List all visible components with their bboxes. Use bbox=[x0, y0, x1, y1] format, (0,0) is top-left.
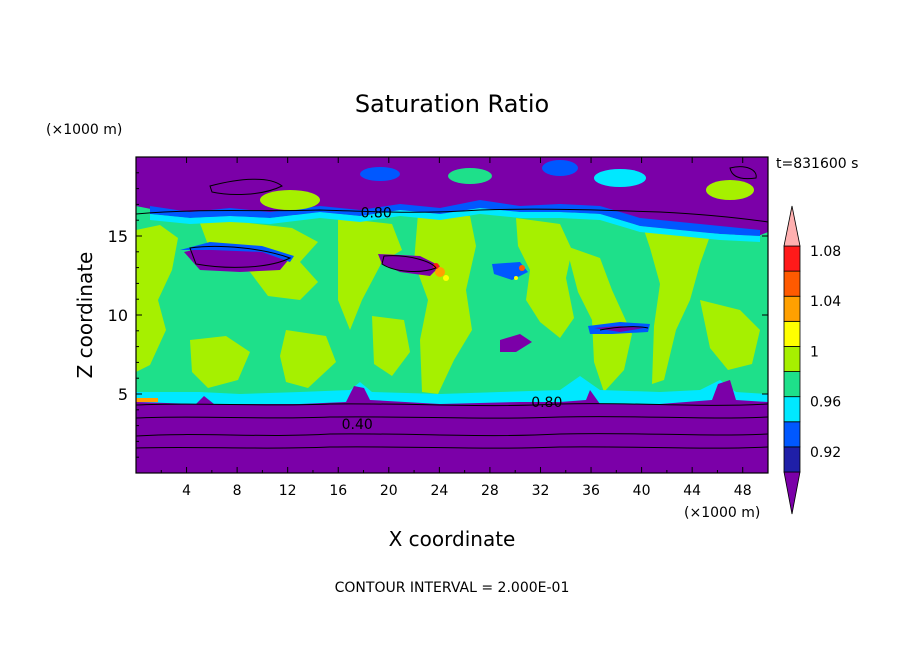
colorbar-label: 0.96 bbox=[810, 395, 841, 411]
contour-label: 0.80 bbox=[531, 395, 562, 411]
contour-labels: 0.80 0.80 0.40 bbox=[342, 205, 563, 433]
upper-layer-transition bbox=[150, 160, 760, 242]
y-tick-label: 10 bbox=[108, 306, 128, 325]
colorbar: 1.08 1.04 1 0.96 0.92 bbox=[783, 205, 841, 515]
x-tick-label: 44 bbox=[683, 483, 701, 499]
colorbar-segment bbox=[783, 421, 801, 448]
x-tick-label: 16 bbox=[329, 483, 347, 499]
lower-dry-layer bbox=[136, 380, 768, 473]
colorbar-min-arrow bbox=[783, 471, 801, 515]
y-tick-label: 5 bbox=[118, 385, 128, 404]
y-unit-label: (×1000 m) bbox=[46, 122, 122, 138]
x-axis-label: X coordinate bbox=[389, 527, 516, 551]
colorbar-segment bbox=[783, 346, 801, 372]
x-tick-label: 28 bbox=[481, 483, 499, 499]
plot-area: 0.80 0.80 0.40 bbox=[136, 157, 768, 473]
x-tick-label: 36 bbox=[582, 483, 600, 499]
colorbar-segment bbox=[783, 446, 801, 473]
x-tick-label: 40 bbox=[633, 483, 651, 499]
x-tick-label: 4 bbox=[182, 483, 191, 499]
x-tick-label: 32 bbox=[532, 483, 550, 499]
x-tick-label: 12 bbox=[279, 483, 297, 499]
chart-title: Saturation Ratio bbox=[355, 90, 549, 118]
x-tick-label: 20 bbox=[380, 483, 398, 499]
orange-edge bbox=[136, 398, 158, 402]
colorbar-label: 1.08 bbox=[810, 244, 841, 260]
contour-interval-footer: CONTOUR INTERVAL = 2.000E-01 bbox=[335, 580, 570, 596]
x-unit-label: (×1000 m) bbox=[684, 505, 760, 521]
colorbar-label: 1.04 bbox=[810, 294, 841, 310]
contour-label: 0.40 bbox=[342, 417, 373, 433]
lower-transition bbox=[136, 376, 768, 404]
supersaturation-spots bbox=[433, 263, 525, 281]
y-tick-label: 15 bbox=[108, 227, 128, 246]
colorbar-segment bbox=[783, 295, 801, 322]
colorbar-segment bbox=[783, 245, 801, 272]
time-label: t=831600 s bbox=[776, 156, 858, 172]
colorbar-label: 1 bbox=[810, 344, 819, 360]
x-tick-label: 24 bbox=[430, 483, 448, 499]
x-axis-ticks: 4 8 12 16 20 24 28 32 36 40 44 48 bbox=[160, 157, 752, 499]
colorbar-max-arrow bbox=[783, 205, 801, 247]
x-tick-label: 8 bbox=[233, 483, 242, 499]
contour-lines bbox=[136, 166, 768, 449]
y-axis-label: Z coordinate bbox=[73, 252, 97, 379]
colorbar-segment bbox=[783, 371, 801, 398]
colorbar-label: 0.92 bbox=[810, 445, 841, 461]
x-tick-label: 48 bbox=[734, 483, 752, 499]
y-axis-ticks: 5 10 15 bbox=[108, 172, 768, 458]
colorbar-segment bbox=[783, 270, 801, 297]
colorbar-segment bbox=[783, 320, 801, 347]
colorbar-segment bbox=[783, 396, 801, 423]
contour-label: 0.80 bbox=[361, 205, 392, 221]
